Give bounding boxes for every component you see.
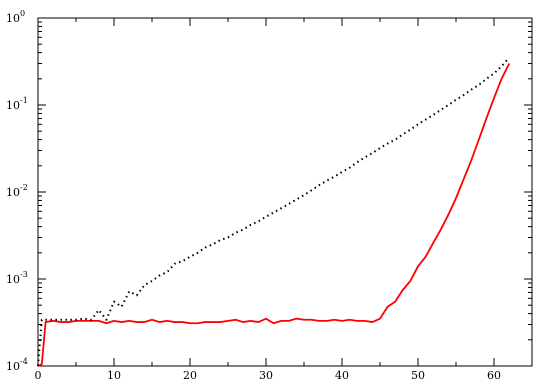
y-tick-label: 10-1 [6, 96, 28, 112]
y-tick-label: 10-4 [6, 357, 28, 373]
x-tick-label: 10 [107, 369, 121, 381]
series-line-1 [37, 63, 511, 367]
y-tick-label: 10-2 [6, 183, 28, 199]
x-tick-labels: 0 10 20 30 40 50 60 [35, 369, 502, 381]
series-line-2 [37, 57, 510, 367]
y-tick-label: 10-3 [6, 270, 28, 286]
y-tick-labels: 10-4 10-3 10-2 10-1 100 [6, 9, 28, 373]
x-tick-label: 0 [35, 369, 42, 381]
x-tick-label: 30 [259, 369, 273, 381]
x-tick-label: 50 [411, 369, 425, 381]
x-tick-label: 40 [335, 369, 349, 381]
y-tick-label: 100 [6, 9, 25, 25]
x-tick-label: 20 [183, 369, 197, 381]
tick-marks [37, 17, 532, 367]
x-tick-label: 60 [487, 369, 501, 381]
series-layer [37, 57, 511, 367]
